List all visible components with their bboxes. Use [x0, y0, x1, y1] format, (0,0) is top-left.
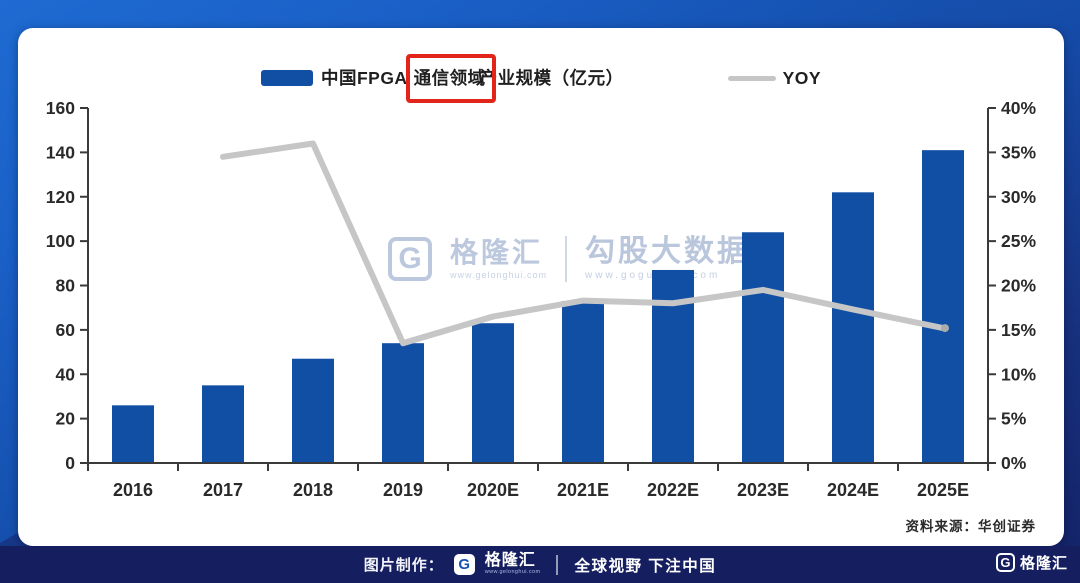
- right-tick-label: 5%: [1001, 409, 1027, 429]
- legend-item-bars: 中国FPGA 通信领域产业规模（亿元）: [260, 53, 624, 103]
- left-tick-label: 160: [46, 98, 75, 118]
- corner-brand-text: 格隆汇: [1019, 555, 1068, 572]
- legend-item-yoy: YOY: [727, 67, 822, 89]
- bar-2020E: [472, 323, 514, 463]
- footer-made-by-label: 图片制作：: [363, 557, 444, 574]
- bar-series-label: 中国FPGA 通信领域产业规模（亿元）: [320, 53, 624, 103]
- right-tick-label: 20%: [1001, 276, 1036, 296]
- right-tick-label: 10%: [1001, 364, 1036, 384]
- bar-2017: [202, 385, 244, 463]
- bar-2024E: [832, 192, 874, 463]
- yoy-line: [220, 140, 946, 347]
- bar-2016: [112, 405, 154, 463]
- bar-series-label-suffix: 产业规模（亿元）: [479, 67, 624, 88]
- watermark-data-url: www.gogudata.com: [585, 271, 750, 281]
- left-tick-label: 60: [56, 320, 76, 340]
- bar-2025E: [922, 150, 964, 463]
- left-tick-label: 100: [46, 231, 75, 251]
- right-tick-label: 40%: [1001, 98, 1036, 118]
- x-label-2024E: 2024E: [827, 480, 879, 500]
- watermark-data-brand-text: 勾股大数据: [585, 235, 751, 268]
- highlight-red-box: 通信领域: [405, 53, 496, 103]
- x-label-2016: 2016: [113, 480, 153, 500]
- left-tick-label: 140: [46, 142, 75, 162]
- gelonghui-logo-icon: G: [453, 554, 475, 575]
- bar-2021E: [562, 301, 604, 463]
- x-label-2021E: 2021E: [557, 480, 609, 500]
- corner-logo: G 格隆汇: [995, 552, 1068, 573]
- x-label-2020E: 2020E: [467, 480, 519, 500]
- right-tick-label: 0%: [1001, 453, 1027, 473]
- bar-2018: [292, 358, 334, 463]
- yoy-line-swatch: [727, 75, 776, 81]
- bar-series-label-prefix: 中国FPGA: [320, 67, 408, 88]
- bar-2019: [382, 343, 424, 463]
- chart-card: 中国FPGA 通信领域产业规模（亿元） YOY G 格隆汇 www.gelongh…: [18, 28, 1064, 546]
- footer-brand-url: www.gelonghui.com: [484, 569, 541, 576]
- watermark: G 格隆汇 www.gelonghui.com 勾股大数据 www.goguda…: [388, 236, 750, 282]
- x-label-2017: 2017: [203, 480, 243, 500]
- left-tick-label: 80: [56, 276, 76, 296]
- right-tick-label: 15%: [1001, 320, 1036, 340]
- footer-bar: 图片制作： G 格隆汇 www.gelonghui.com 全球视野 下注中国: [0, 546, 1080, 583]
- left-tick-label: 40: [56, 364, 76, 384]
- bar-series-swatch: [260, 70, 313, 86]
- right-tick-label: 30%: [1001, 187, 1036, 207]
- left-tick-label: 20: [56, 409, 76, 429]
- bar-series-label-highlight: 通信领域: [413, 67, 486, 88]
- yoy-line-endcap: [941, 324, 949, 333]
- left-tick-label: 0: [65, 453, 75, 473]
- watermark-brand-url: www.gelonghui.com: [450, 269, 548, 280]
- source-note: 资料来源：华创证券: [905, 519, 1036, 534]
- footer-credit: 图片制作： G 格隆汇 www.gelonghui.com 全球视野 下注中国: [364, 553, 717, 576]
- x-label-2025E: 2025E: [917, 480, 969, 500]
- bar-2023E: [742, 232, 784, 463]
- x-label-2019: 2019: [383, 480, 423, 500]
- left-tick-label: 120: [46, 187, 75, 207]
- x-label-2023E: 2023E: [737, 480, 789, 500]
- x-label-2022E: 2022E: [647, 480, 699, 500]
- watermark-divider: [565, 236, 568, 282]
- gelonghui-watermark-logo-icon: G: [388, 237, 432, 281]
- right-tick-label: 25%: [1001, 231, 1036, 251]
- footer-divider: [556, 554, 559, 575]
- watermark-brand-text: 格隆汇: [450, 236, 544, 268]
- right-tick-label: 35%: [1001, 142, 1036, 162]
- yoy-label: YOY: [782, 67, 822, 88]
- footer-brand-text: 格隆汇: [484, 552, 536, 570]
- legend: 中国FPGA 通信领域产业规模（亿元） YOY: [18, 53, 1064, 103]
- corner-gelonghui-logo-icon: G: [995, 553, 1015, 572]
- x-label-2018: 2018: [293, 480, 333, 500]
- footer-slogan: 全球视野 下注中国: [574, 557, 717, 575]
- bar-line-chart: 0 20 40 60 80 100 120 140 160 0% 5% 10% 15% 20% 25% 30%…: [46, 98, 1037, 500]
